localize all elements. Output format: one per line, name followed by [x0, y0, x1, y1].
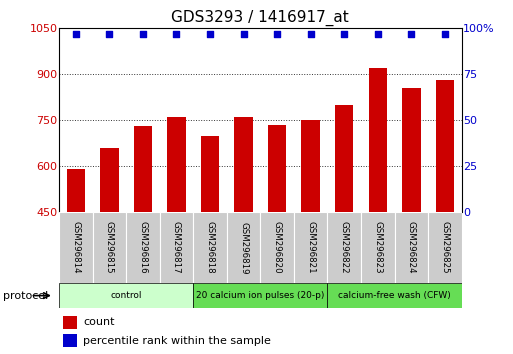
Text: GSM296816: GSM296816	[139, 222, 147, 274]
Point	[407, 31, 416, 37]
Point	[72, 31, 80, 37]
Point	[240, 31, 248, 37]
Text: count: count	[83, 317, 115, 327]
Point	[139, 31, 147, 37]
Text: GSM296815: GSM296815	[105, 222, 114, 274]
Point	[340, 31, 348, 37]
Point	[441, 31, 449, 37]
Text: GSM296818: GSM296818	[206, 222, 214, 274]
Bar	[260, 212, 294, 283]
Bar	[59, 283, 193, 308]
Bar	[63, 335, 77, 347]
Bar	[193, 212, 227, 283]
Bar	[335, 105, 353, 212]
Bar	[428, 212, 462, 283]
Bar	[126, 212, 160, 283]
Bar	[361, 212, 394, 283]
Bar	[294, 212, 327, 283]
Bar	[201, 136, 219, 212]
Text: 20 calcium ion pulses (20-p): 20 calcium ion pulses (20-p)	[196, 291, 325, 300]
Text: GSM296819: GSM296819	[239, 222, 248, 274]
Bar	[92, 212, 126, 283]
Text: GSM296823: GSM296823	[373, 222, 382, 274]
Bar	[268, 125, 286, 212]
Bar	[67, 170, 85, 212]
Text: calcium-free wash (CFW): calcium-free wash (CFW)	[338, 291, 451, 300]
Point	[172, 31, 181, 37]
Bar	[327, 283, 462, 308]
Bar	[327, 212, 361, 283]
Bar	[368, 68, 387, 212]
Text: GSM296821: GSM296821	[306, 222, 315, 274]
Bar	[436, 80, 454, 212]
Bar	[63, 316, 77, 329]
Point	[373, 31, 382, 37]
Text: percentile rank within the sample: percentile rank within the sample	[83, 336, 271, 346]
Bar	[234, 117, 253, 212]
Text: GSM296814: GSM296814	[71, 222, 80, 274]
Bar	[160, 212, 193, 283]
Text: GSM296817: GSM296817	[172, 222, 181, 274]
Bar	[167, 117, 186, 212]
Point	[307, 31, 315, 37]
Title: GDS3293 / 1416917_at: GDS3293 / 1416917_at	[171, 9, 349, 25]
Point	[273, 31, 281, 37]
Point	[105, 31, 113, 37]
Text: control: control	[110, 291, 142, 300]
Text: GSM296825: GSM296825	[441, 222, 449, 274]
Bar	[227, 212, 260, 283]
Text: GSM296822: GSM296822	[340, 222, 349, 274]
Point	[206, 31, 214, 37]
Bar	[59, 212, 92, 283]
Bar	[193, 283, 327, 308]
Text: GSM296820: GSM296820	[272, 222, 282, 274]
Text: GSM296824: GSM296824	[407, 222, 416, 274]
Bar	[302, 120, 320, 212]
Bar	[100, 148, 119, 212]
Bar	[134, 126, 152, 212]
Bar	[402, 88, 421, 212]
Text: protocol: protocol	[3, 291, 48, 301]
Bar	[394, 212, 428, 283]
